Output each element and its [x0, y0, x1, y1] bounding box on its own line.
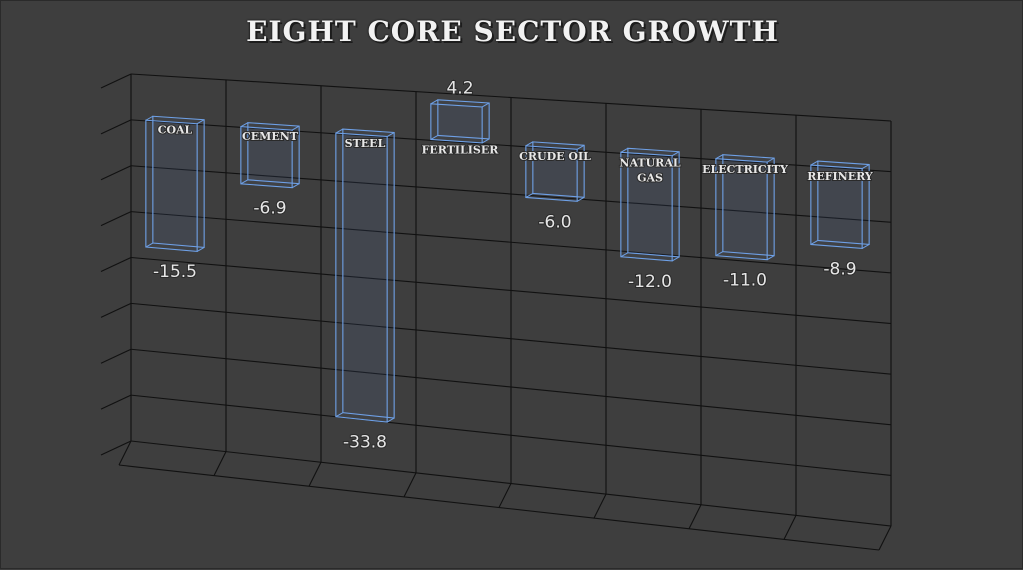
bar-edge [861, 164, 870, 169]
category-label: ELECTRICITY [702, 163, 788, 176]
bar-edge [291, 183, 300, 189]
bar-edge [386, 132, 395, 137]
value-label: 4.2 [446, 78, 473, 98]
category-label: STEEL [345, 137, 386, 150]
bar-edge [810, 160, 819, 166]
grid-line [100, 302, 132, 318]
bar [335, 128, 395, 423]
category-label: COAL [158, 124, 193, 137]
bar-edge [430, 99, 439, 105]
category-label: REFINERY [807, 170, 873, 183]
bar-edge [196, 119, 205, 125]
grid-line [308, 462, 322, 487]
bar [145, 115, 205, 252]
category-label: CRUDE OIL [519, 150, 591, 163]
grid-line [100, 211, 132, 227]
value-label: -8.9 [823, 259, 856, 279]
bar [715, 154, 775, 261]
bar-edge [240, 122, 249, 128]
bar-edge [715, 154, 724, 160]
bar-edge [620, 147, 629, 153]
bar-edge [386, 417, 395, 423]
grid-line [118, 464, 880, 551]
chart-grid [100, 73, 892, 551]
grid-line [783, 515, 797, 540]
grid-line [593, 493, 607, 519]
chart-bars [145, 99, 870, 423]
category-label-line: CEMENT [242, 130, 299, 143]
grid-line [100, 348, 132, 364]
chart-labels: COAL -15.5 CEMENT -6.9 STEEL -33.8 FERTILISER 4… [152, 77, 874, 453]
category-label-line: REFINERY [807, 170, 873, 183]
bar-edge [145, 242, 154, 248]
grid-line [100, 394, 132, 410]
grid-line [403, 472, 417, 498]
bar-edge [291, 125, 300, 131]
bar-edge [715, 251, 724, 257]
category-label-line: STEEL [345, 137, 386, 150]
value-label: -6.0 [538, 212, 571, 232]
bar-edge [525, 141, 534, 147]
category-label-line: ELECTRICITY [702, 163, 788, 176]
bar [620, 147, 680, 262]
value-label: -33.8 [343, 432, 387, 452]
category-label: CEMENT [242, 130, 299, 143]
category-label-line: FERTILISER [422, 143, 500, 156]
grid-line [213, 451, 227, 476]
bar-edge [196, 246, 205, 252]
bar [810, 160, 870, 250]
bar-edge [766, 157, 775, 163]
grid-line [100, 119, 132, 135]
bar-edge [335, 412, 344, 418]
bar-front-face [430, 103, 483, 144]
bar [240, 122, 300, 189]
grid-line [688, 504, 702, 529]
category-label: FERTILISER [422, 143, 500, 156]
bar-edge [335, 128, 344, 134]
category-label-line: COAL [158, 124, 193, 137]
grid-line [100, 257, 132, 272]
category-label: NATURAL GAS [619, 157, 680, 185]
chart-title: EIGHT CORE SECTOR GROWTH [246, 15, 779, 48]
bar-edge [620, 252, 629, 258]
bar-front-face [335, 132, 388, 423]
grid-line [100, 165, 132, 181]
bar-edge [430, 135, 439, 140]
bar-edge [810, 240, 819, 245]
bar [430, 99, 490, 144]
bar-edge [525, 193, 534, 198]
bar-edge [671, 151, 680, 157]
bar-edge [766, 255, 775, 261]
grid-line [878, 525, 892, 551]
bar [525, 141, 585, 202]
grid-line [498, 483, 512, 508]
bar-edge [671, 256, 680, 262]
grid-line [100, 73, 132, 89]
bar-edge [145, 115, 154, 121]
category-label-line: CRUDE OIL [519, 150, 591, 163]
grid-line [118, 440, 132, 466]
bar-edge [576, 144, 585, 150]
bar-edge [861, 243, 870, 249]
bar-edge [240, 179, 249, 185]
category-label-line: NATURAL [619, 157, 680, 170]
bar-edge [481, 138, 490, 144]
value-label: -11.0 [723, 271, 767, 291]
value-label: -6.9 [253, 199, 286, 219]
value-label: -12.0 [628, 272, 672, 292]
category-label-line: GAS [637, 172, 663, 185]
grid-line [100, 440, 132, 456]
bar-edge [481, 102, 490, 108]
bar-edge [576, 196, 585, 202]
bar-front-face [145, 119, 198, 252]
value-label: -15.5 [153, 262, 197, 282]
